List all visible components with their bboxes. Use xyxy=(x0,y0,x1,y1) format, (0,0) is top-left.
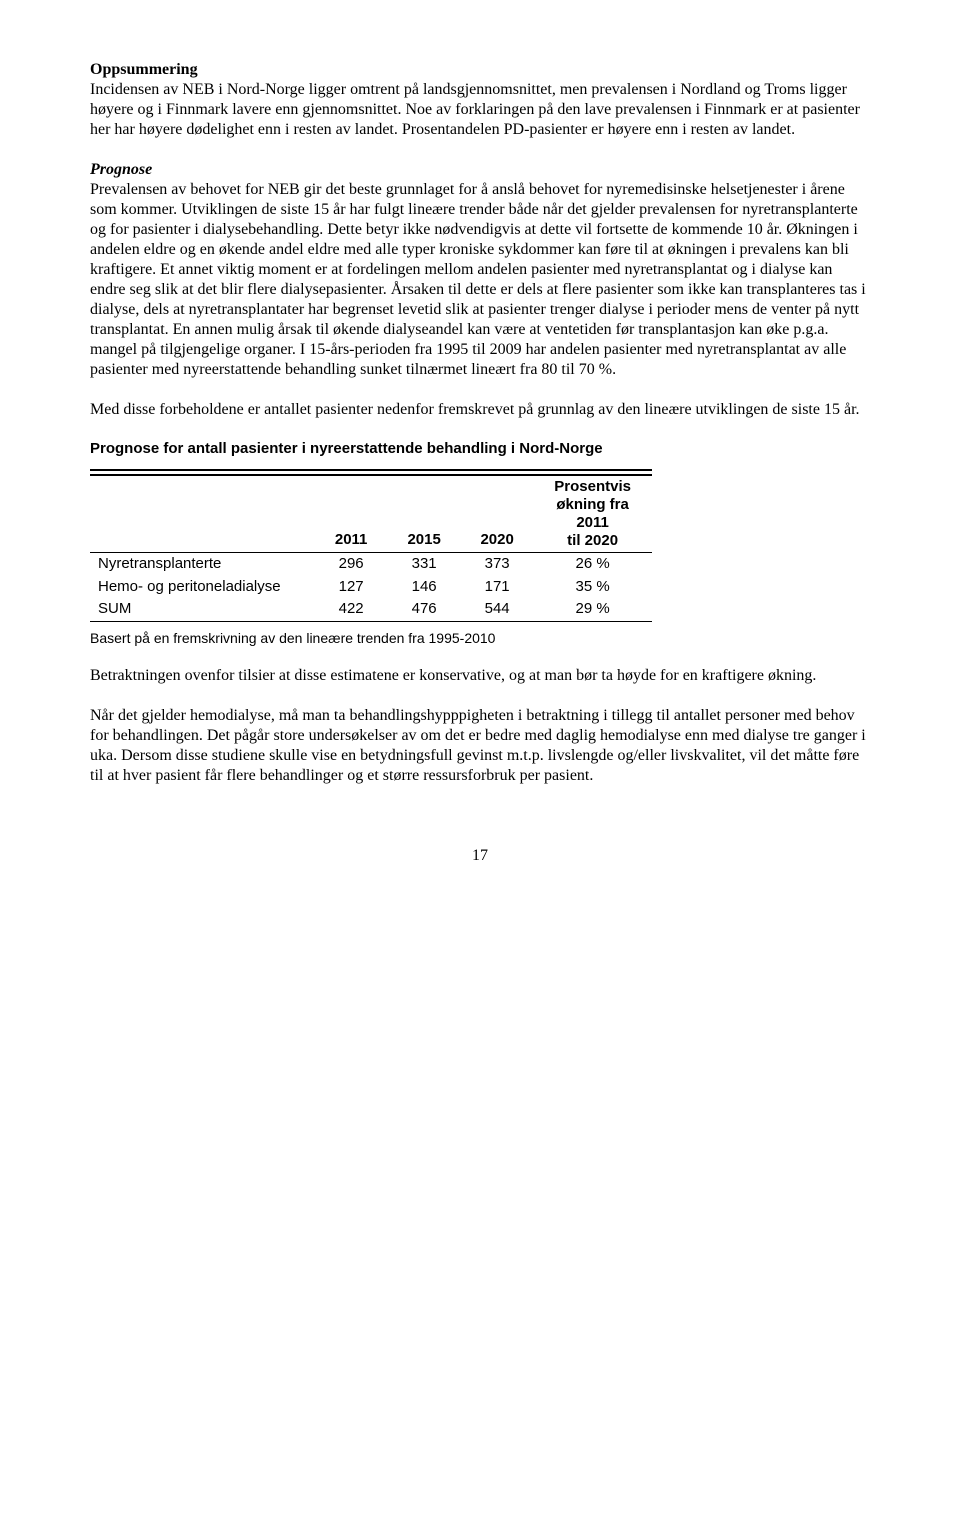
page-number: 17 xyxy=(90,846,870,866)
table-row: Hemo- og peritoneladialyse 127 146 171 3… xyxy=(90,576,652,599)
body-forbehold: Med disse forbeholdene er antallet pasie… xyxy=(90,401,860,418)
col-2011: 2011 xyxy=(315,475,388,553)
body-oppsummering: Incidensen av NEB i Nord-Norge ligger om… xyxy=(90,81,860,138)
col-2020: 2020 xyxy=(461,475,534,553)
cell: 35 % xyxy=(534,576,652,599)
body-prognose: Prevalensen av behovet for NEB gir det b… xyxy=(90,181,866,378)
cell: 476 xyxy=(388,598,461,621)
body-hemodialyse: Når det gjelder hemodialyse, må man ta b… xyxy=(90,707,866,784)
section-hemodialyse: Når det gjelder hemodialyse, må man ta b… xyxy=(90,706,870,786)
row-label: SUM xyxy=(90,598,315,621)
table-row: Nyretransplanterte 296 331 373 26 % xyxy=(90,552,652,575)
prognose-table: 2011 2015 2020 Prosentvis økning fra 201… xyxy=(90,469,652,622)
cell: 26 % xyxy=(534,552,652,575)
section-betraktning: Betraktningen ovenfor tilsier at disse e… xyxy=(90,666,870,686)
table-header-row: 2011 2015 2020 Prosentvis økning fra 201… xyxy=(90,475,652,553)
cell: 331 xyxy=(388,552,461,575)
col-2015: 2015 xyxy=(388,475,461,553)
table-title: Prognose for antall pasienter i nyreerst… xyxy=(90,440,870,459)
cell: 171 xyxy=(461,576,534,599)
section-oppsummering: Oppsummering Incidensen av NEB i Nord-No… xyxy=(90,60,870,140)
cell: 146 xyxy=(388,576,461,599)
cell: 127 xyxy=(315,576,388,599)
cell: 373 xyxy=(461,552,534,575)
row-label: Nyretransplanterte xyxy=(90,552,315,575)
section-forbehold: Med disse forbeholdene er antallet pasie… xyxy=(90,400,870,420)
cell: 29 % xyxy=(534,598,652,621)
heading-oppsummering: Oppsummering xyxy=(90,61,198,78)
col-pct: Prosentvis økning fra 2011 til 2020 xyxy=(534,475,652,553)
cell: 544 xyxy=(461,598,534,621)
table-row-sum: SUM 422 476 544 29 % xyxy=(90,598,652,621)
row-label: Hemo- og peritoneladialyse xyxy=(90,576,315,599)
body-betraktning: Betraktningen ovenfor tilsier at disse e… xyxy=(90,667,816,684)
col-blank xyxy=(90,475,315,553)
cell: 422 xyxy=(315,598,388,621)
table-footnote: Basert på en fremskrivning av den lineær… xyxy=(90,630,870,648)
section-prognose: Prognose Prevalensen av behovet for NEB … xyxy=(90,160,870,380)
heading-prognose: Prognose xyxy=(90,161,152,178)
cell: 296 xyxy=(315,552,388,575)
